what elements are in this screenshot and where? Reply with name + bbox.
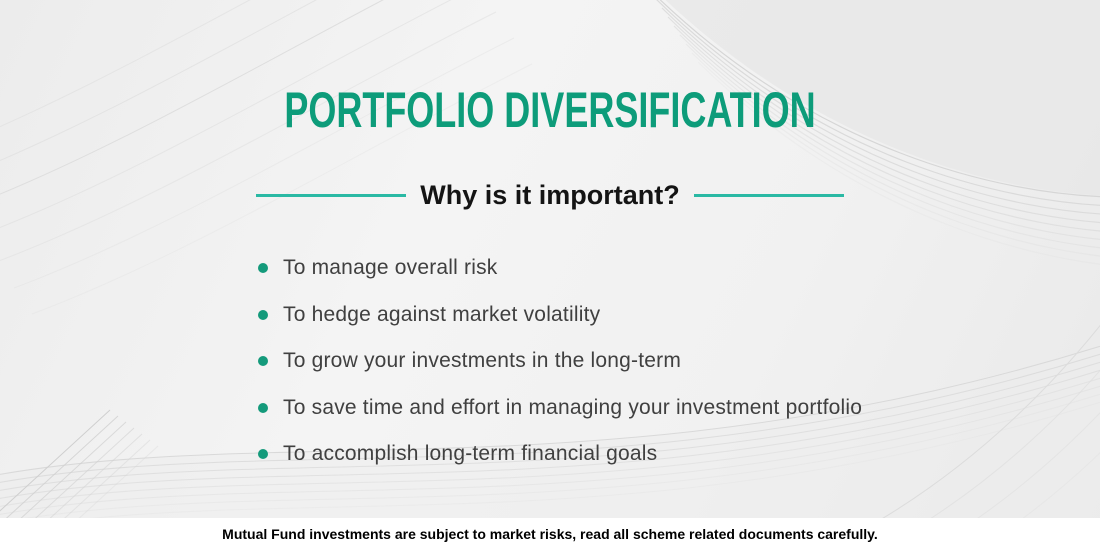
- disclaimer-text: Mutual Fund investments are subject to m…: [222, 526, 878, 542]
- list-item-text: To hedge against market volatility: [283, 302, 601, 326]
- page-title: PORTFOLIO DIVERSIFICATION: [284, 82, 816, 138]
- list-item-text: To accomplish long-term financial goals: [283, 442, 658, 465]
- list-item: To save time and effort in managing your…: [258, 395, 863, 419]
- list-item: To manage overall risk: [258, 256, 862, 279]
- list-item: To grow your investments in the long-ter…: [258, 349, 862, 372]
- disclaimer-bar: Mutual Fund investments are subject to m…: [0, 518, 1100, 550]
- bullet-icon: [258, 449, 268, 459]
- benefits-list: To manage overall risk To hedge against …: [258, 256, 863, 490]
- title-wrap: PORTFOLIO DIVERSIFICATION: [0, 84, 1100, 136]
- list-item-text: To save time and effort in managing your…: [283, 395, 863, 419]
- bullet-icon: [258, 263, 268, 273]
- bullet-icon: [258, 356, 268, 366]
- divider-line-right: [693, 194, 844, 197]
- divider-line-left: [256, 194, 407, 197]
- list-item: To hedge against market volatility: [258, 302, 862, 326]
- bullet-icon: [258, 309, 268, 320]
- list-item-text: To manage overall risk: [283, 256, 498, 279]
- list-item-text: To grow your investments in the long-ter…: [283, 349, 682, 372]
- bullet-icon: [258, 402, 268, 413]
- subtitle-row: Why is it important?: [0, 180, 1100, 211]
- list-item: To accomplish long-term financial goals: [258, 442, 862, 465]
- subtitle: Why is it important?: [420, 180, 680, 210]
